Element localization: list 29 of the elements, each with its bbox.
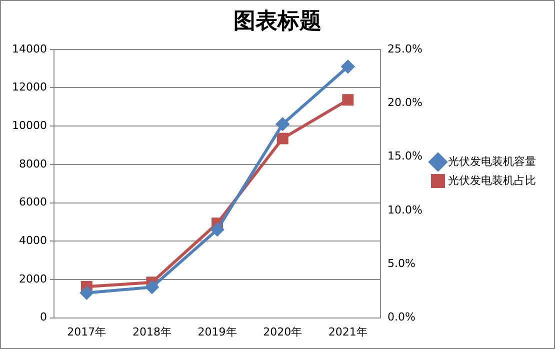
y2-tick-label: 20.0% (388, 96, 423, 109)
y-tick-label: 4000 (18, 234, 47, 247)
y-tick-label: 8000 (18, 157, 47, 170)
y-tick-label: 6000 (18, 196, 47, 209)
point (276, 132, 288, 144)
y2-tick-label: 0.0% (388, 310, 416, 324)
point (342, 94, 354, 106)
x-tick-label: 2018年 (132, 325, 172, 338)
legend-label: 光伏发电装机容量 (448, 154, 536, 168)
x-tick-label: 2020年 (263, 325, 302, 338)
point (276, 118, 290, 131)
y-tick-label: 10000 (12, 118, 47, 132)
y2-tick-label: 15.0% (388, 150, 423, 163)
y2-tick-label: 25.0% (388, 42, 423, 56)
x-tick-label: 2021年 (328, 325, 368, 338)
point (341, 60, 354, 74)
point (80, 286, 94, 300)
legend-label: 光伏发电装机占比 (448, 174, 536, 187)
chart-title: 图表标题 (234, 8, 322, 34)
y-tick-label: 12000 (12, 80, 47, 94)
x-tick-label: 2019年 (198, 325, 237, 338)
y-tick-label: 0 (40, 310, 47, 324)
y-tick-label: 2000 (18, 272, 47, 286)
y2-tick-label: 10.0% (388, 203, 423, 216)
y2-tick-label: 5.0% (388, 256, 416, 270)
x-tick-label: 2017年 (67, 325, 106, 338)
y-tick-label: 14000 (12, 42, 47, 56)
point (145, 280, 158, 294)
point (210, 223, 224, 236)
